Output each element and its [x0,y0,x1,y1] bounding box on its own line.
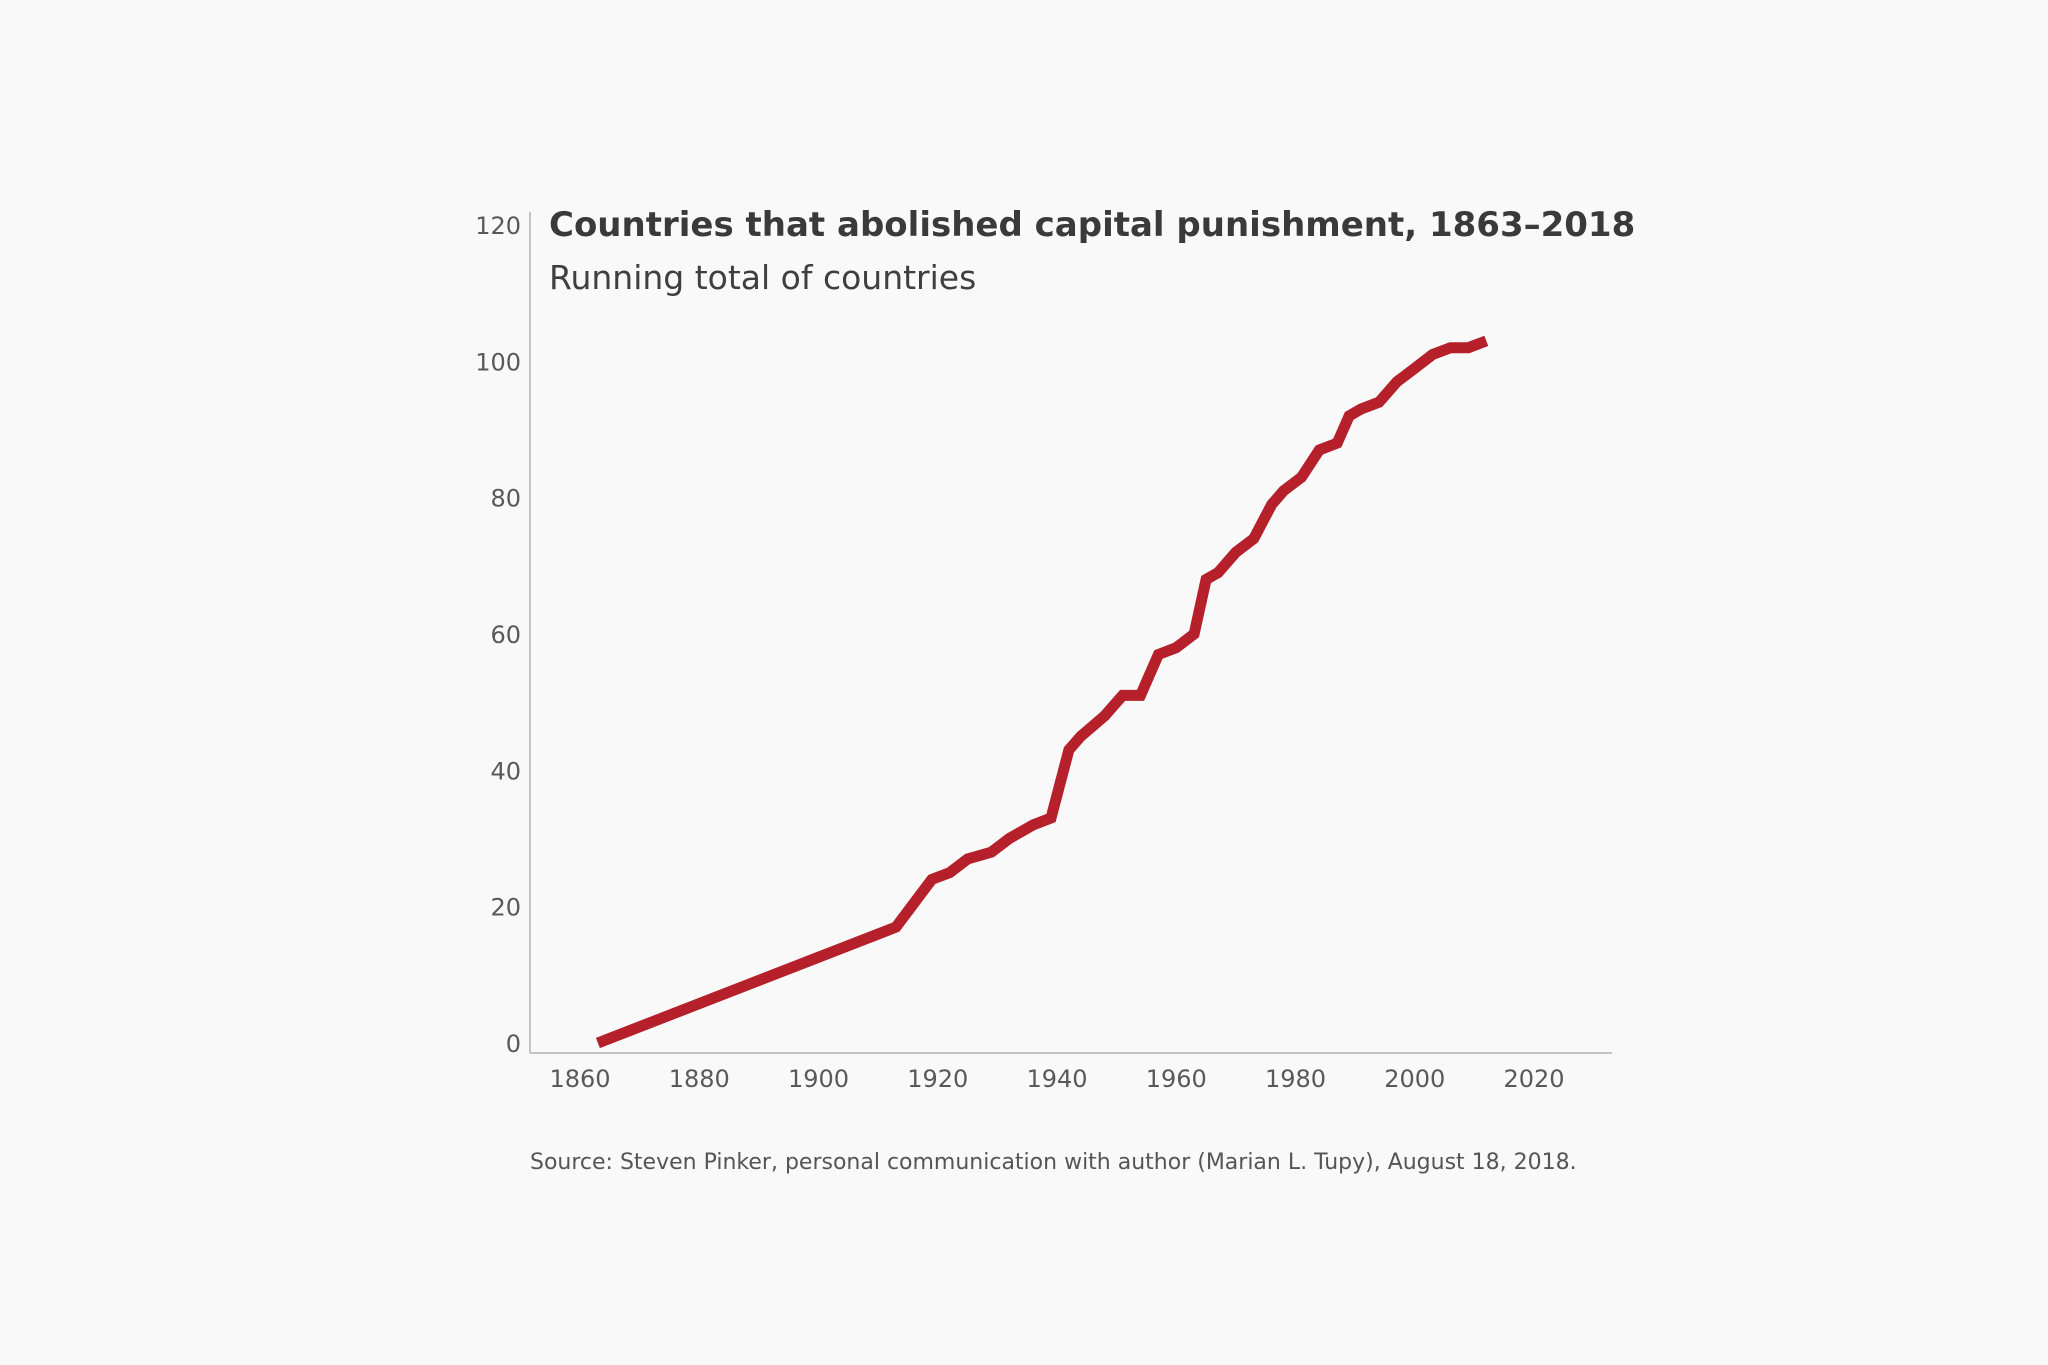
y-tick-label: 100 [475,348,521,376]
source-note: Source: Steven Pinker, personal communic… [530,1150,1577,1175]
chart-title: Countries that abolished capital punishm… [549,205,1635,245]
y-tick-label: 40 [490,757,521,785]
x-tick-label: 1860 [549,1065,610,1093]
x-tick-label: 1920 [907,1065,968,1093]
x-tick-label: 1880 [669,1065,730,1093]
y-tick-label: 60 [490,621,521,649]
chart-subtitle: Running total of countries [549,258,976,297]
y-tick-labels: 0 20 40 60 80 100 120 [475,212,521,1058]
x-tick-label: 1980 [1265,1065,1326,1093]
plot-area [595,335,1489,1049]
x-tick-label: 1960 [1146,1065,1207,1093]
y-tick-label: 120 [475,212,521,240]
y-tick-label: 20 [490,894,521,922]
chart-axes [529,212,1612,1054]
y-tick-label: 80 [490,485,521,513]
y-tick-label: 0 [506,1030,521,1058]
series-line [595,335,1489,1049]
x-tick-label: 1940 [1026,1065,1087,1093]
x-tick-label: 2000 [1384,1065,1445,1093]
x-tick-label: 2020 [1503,1065,1564,1093]
x-tick-labels: 1860 1880 1900 1920 1940 1960 1980 2000 2020 [549,1065,1564,1093]
x-tick-label: 1900 [788,1065,849,1093]
